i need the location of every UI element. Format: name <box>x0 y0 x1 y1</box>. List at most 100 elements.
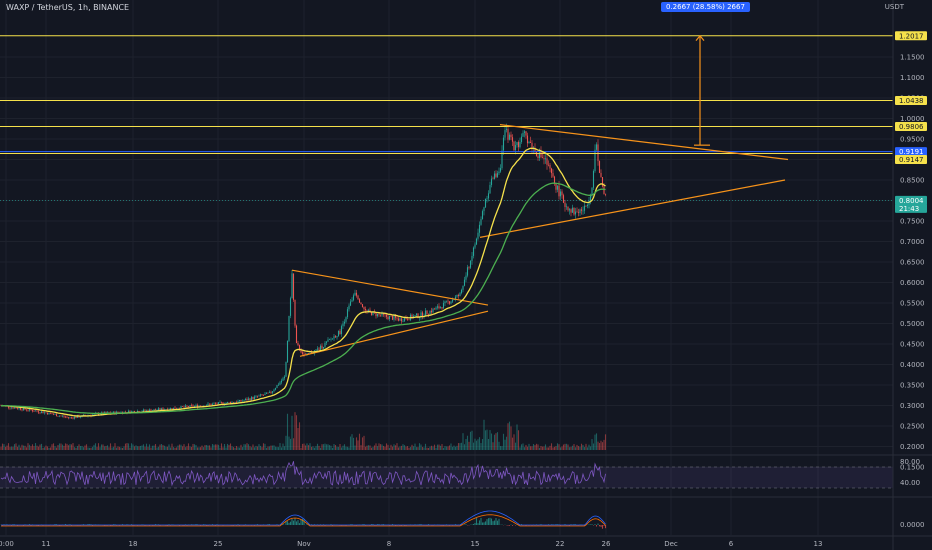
macd-histogram-bar <box>36 525 38 526</box>
volume-bar <box>319 447 322 450</box>
volume-bar <box>540 445 542 450</box>
volume-bar <box>166 446 169 450</box>
price-tick-label: 1.1500 <box>900 54 925 62</box>
volume-bar <box>570 446 572 450</box>
volume-bar <box>510 426 512 450</box>
candle-body <box>457 294 460 297</box>
candle-body <box>225 402 227 405</box>
volume-bar <box>196 447 199 450</box>
volume-bar <box>565 443 568 450</box>
volume-bar <box>405 446 407 450</box>
macd-histogram-bar <box>465 524 467 525</box>
volume-bar <box>156 447 158 450</box>
volume-bar <box>561 446 563 450</box>
volume-bar <box>16 446 19 450</box>
candle-body <box>40 411 43 413</box>
macd-histogram-bar <box>382 524 385 525</box>
candle-body <box>324 342 326 347</box>
volume-bar <box>265 447 268 450</box>
time-tick-label: 26 <box>602 540 611 548</box>
candle-body <box>82 414 85 416</box>
macd-histogram-bar <box>591 524 593 525</box>
macd-histogram-bar <box>601 525 604 529</box>
candle-body <box>16 408 19 409</box>
volume-bar <box>460 442 463 450</box>
volume-bar <box>340 447 343 450</box>
volume-bar <box>546 447 548 450</box>
macd-histogram-bar <box>478 520 481 525</box>
volume-bar <box>153 445 155 450</box>
volume-bar <box>73 447 76 450</box>
macd-histogram-bar <box>295 521 298 525</box>
volume-bar <box>352 437 355 450</box>
volume-bar <box>586 447 589 450</box>
candle-body <box>177 408 179 410</box>
candle-body <box>213 403 215 405</box>
volume-bar <box>324 443 326 450</box>
candle-body <box>463 279 466 286</box>
candle-body <box>162 408 164 411</box>
price-axis[interactable]: 1.15001.10001.05001.00000.95000.90000.85… <box>892 0 927 550</box>
candle-body <box>22 407 25 411</box>
volume-bar <box>160 444 163 450</box>
volume-bar <box>493 434 496 450</box>
volume-bar <box>300 447 302 450</box>
volume-bar <box>52 443 55 450</box>
volume-bar <box>193 444 196 450</box>
volume-bar <box>93 444 95 450</box>
macd-histogram-bar <box>285 521 287 525</box>
macd-histogram-bar <box>489 517 491 525</box>
macd-histogram-bar <box>291 518 293 525</box>
candle-body <box>217 402 220 405</box>
volume-bar <box>567 444 569 450</box>
macd-histogram-bar <box>376 524 379 525</box>
macd-histogram-bar <box>604 525 607 529</box>
volume-bar <box>217 444 220 450</box>
candle-body <box>408 319 410 321</box>
macd-histogram-bar <box>540 524 542 525</box>
trendlines[interactable] <box>291 34 789 357</box>
volume-bar <box>573 444 575 450</box>
volume-bar <box>481 439 484 450</box>
price-label-text: 0.9806 <box>899 123 924 131</box>
volume-bar <box>58 443 61 450</box>
candle-body <box>180 406 182 409</box>
candle-body <box>381 313 383 316</box>
candle-body <box>364 309 367 311</box>
candle-body <box>33 411 35 412</box>
macd-histogram-bar <box>214 525 217 526</box>
candle-body <box>604 194 607 195</box>
price-label-text: 0.8004 <box>899 197 924 205</box>
volume-bar <box>270 445 272 450</box>
candle-body <box>291 273 293 299</box>
volume-bar <box>205 444 208 450</box>
symbol-title[interactable]: WAXP / TetherUS, 1h, BINANCE <box>6 3 130 12</box>
volume-bar <box>601 442 604 450</box>
volume-bar <box>471 430 473 450</box>
candle-body <box>579 209 581 214</box>
candle-body <box>573 207 575 215</box>
candle-body <box>477 232 479 239</box>
volume-bar <box>489 430 491 450</box>
volume-bar <box>3 444 5 450</box>
volume-bar <box>132 444 134 450</box>
horizontal-levels[interactable] <box>0 35 893 201</box>
time-axis[interactable]: 0:00 11 18 25 Nov 8 15 22 26 Dec 6 13 <box>0 540 822 548</box>
candle-body <box>37 411 40 413</box>
volume-bar <box>367 445 370 450</box>
candle-body <box>486 198 488 199</box>
volume-bar <box>562 444 565 450</box>
volume-bar <box>180 444 182 450</box>
candle-body <box>391 316 394 320</box>
candle-body <box>27 410 29 411</box>
volume-bar <box>67 445 70 450</box>
candle-body <box>288 315 290 341</box>
candle-body <box>201 405 203 407</box>
candle-body <box>199 405 202 407</box>
volume-bar <box>558 444 560 450</box>
volume-bar <box>532 444 535 450</box>
candle-body <box>138 411 140 413</box>
volume-bar <box>418 443 421 450</box>
macd-histogram-bar <box>486 519 488 525</box>
